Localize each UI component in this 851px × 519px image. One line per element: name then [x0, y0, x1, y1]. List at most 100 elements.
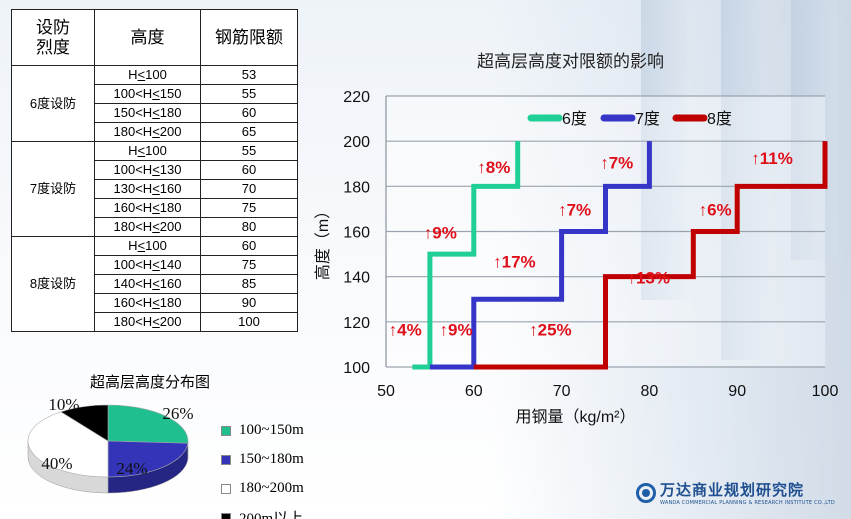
logo-en-text: WANDA COMMERCIAL PLANNING & RESEARCH INS…	[660, 500, 835, 506]
x-axis-label: 用钢量（kg/m²）	[515, 408, 635, 426]
pie-data-label: 40%	[41, 454, 72, 473]
table-row: 100<H<150 55	[12, 84, 298, 104]
legend-label: 8度	[707, 110, 732, 128]
legend-swatch	[221, 454, 231, 465]
limit-value-cell: 75	[200, 255, 298, 275]
increase-annotation: ↑6%	[699, 201, 732, 220]
height-range-cell: 160<H<180	[94, 198, 201, 218]
height-range-cell: H<100	[94, 65, 201, 85]
legend-item: 180~200m	[221, 474, 304, 503]
height-range-cell: H<100	[94, 141, 201, 161]
table-row: 180<H<200 65	[12, 122, 298, 142]
increase-annotation: ↑8%	[477, 158, 510, 177]
y-axis-label: 高度（m）	[314, 203, 332, 280]
legend-swatch	[221, 425, 231, 436]
legend-swatch	[221, 512, 231, 519]
limit-value-cell: 60	[200, 236, 298, 256]
logo-cn-text: 万达商业规划研究院	[660, 481, 805, 499]
table-row: 150<H<180 60	[12, 103, 298, 123]
pie-slice-3	[27, 411, 109, 478]
x-tick-label: 60	[465, 383, 483, 400]
table-row: 100<H<140 75	[12, 255, 298, 275]
pie-slice-1	[107, 404, 189, 444]
x-tick-label: 100	[812, 383, 839, 400]
limit-value-cell: 75	[200, 198, 298, 218]
height-range-cell: 180<H<200	[94, 217, 201, 237]
height-range-cell: 130<H<160	[94, 179, 201, 199]
increase-annotation: ↑11%	[751, 149, 793, 168]
height-range-cell: 140<H<160	[94, 274, 201, 294]
pie-slice-2	[107, 440, 189, 478]
pie-data-label: 26%	[162, 404, 193, 423]
limit-value-cell: 55	[200, 141, 298, 161]
table-row: 180<H<200 100	[12, 312, 298, 332]
increase-annotation: ↑4%	[389, 320, 422, 339]
limit-value-cell: 70	[200, 179, 298, 199]
limit-value-cell: 65	[200, 122, 298, 142]
height-range-cell: 100<H<140	[94, 255, 201, 275]
zone-cell: 6度设防	[11, 65, 95, 142]
legend-label: 150~180m	[239, 451, 304, 467]
y-tick-label: 160	[343, 225, 370, 242]
x-tick-label: 80	[641, 383, 659, 400]
increase-annotation: ↑17%	[493, 253, 536, 272]
y-tick-label: 220	[343, 89, 370, 106]
x-tick-label: 50	[377, 383, 395, 400]
limit-value-cell: 60	[200, 103, 298, 123]
table-row: 130<H<160 70	[12, 179, 298, 199]
legend-item: 200m以上	[221, 503, 304, 519]
legend-label: 180~200m	[239, 480, 304, 496]
header-height: 高度	[94, 9, 201, 66]
limit-value-cell: 60	[200, 160, 298, 180]
pie-data-label: 24%	[116, 459, 147, 478]
pie-slice-4	[60, 404, 109, 442]
chart-title: 超高层高度对限额的影响	[477, 52, 664, 71]
increase-annotation: ↑25%	[529, 320, 572, 339]
height-range-cell: 150<H<180	[94, 103, 201, 123]
legend-label: 6度	[562, 110, 587, 128]
table-row: 160<H<180 90	[12, 293, 298, 313]
pie-legend: 100~150m 150~180m 180~200m 200m以上	[221, 416, 304, 519]
table-row: 6度设防 H<100 53	[11, 65, 298, 142]
series-line-2	[429, 141, 652, 370]
zone-cell: 7度设防	[11, 141, 95, 237]
wanda-logo: 万达商业规划研究院 WANDA COMMERCIAL PLANNING & RE…	[636, 481, 835, 507]
y-tick-label: 120	[343, 315, 370, 332]
increase-annotation: ↑9%	[440, 320, 473, 339]
zone-cell: 8度设防	[11, 236, 95, 332]
x-tick-label: 90	[728, 383, 746, 400]
legend-item: 100~150m	[221, 416, 304, 445]
wanda-logo-icon	[636, 483, 656, 503]
pie-data-label: 10%	[48, 395, 79, 414]
legend-item: 150~180m	[221, 445, 304, 474]
increase-annotation: ↑7%	[558, 201, 591, 220]
table-row: 7度设防 H<100 55	[11, 141, 298, 237]
background-decoration	[491, 0, 851, 519]
table-row: 8度设防 H<100 60	[11, 236, 298, 332]
y-tick-label: 200	[343, 134, 370, 151]
limit-value-cell: 85	[200, 274, 298, 294]
increase-annotation: ↑7%	[600, 153, 633, 172]
legend-label: 7度	[635, 110, 660, 128]
table-row: 140<H<160 85	[12, 274, 298, 294]
legend-label: 100~150m	[239, 422, 304, 438]
height-range-cell: 160<H<180	[94, 293, 201, 313]
limit-value-cell: 90	[200, 293, 298, 313]
table-row: 160<H<180 75	[12, 198, 298, 218]
header-limit: 钢筋限额	[200, 9, 298, 66]
rebar-limit-table: 设防 烈度 高度 钢筋限额 6度设防 H<100 53 100<H<150 55 150<H…	[11, 9, 298, 332]
height-range-cell: 180<H<200	[94, 122, 201, 142]
height-range-cell: 100<H<150	[94, 84, 201, 104]
height-range-cell: 180<H<200	[94, 312, 201, 332]
height-range-cell: 100<H<130	[94, 160, 201, 180]
header-zone: 设防 烈度	[11, 9, 95, 66]
height-limit-line-chart: 超高层高度对限额的影响 100 120 140 160 180 200 220 50 60 70 80…	[314, 52, 839, 426]
height-distribution-pie-chart: 26% 24% 40% 10%	[27, 395, 194, 494]
limit-value-cell: 53	[200, 65, 298, 85]
height-range-cell: H<100	[94, 236, 201, 256]
pie-title: 超高层高度分布图	[90, 374, 211, 391]
y-tick-label: 180	[343, 179, 370, 196]
x-tick-label: 70	[553, 383, 571, 400]
increase-annotation: ↑13%	[627, 268, 670, 287]
series-line-3	[473, 141, 828, 370]
